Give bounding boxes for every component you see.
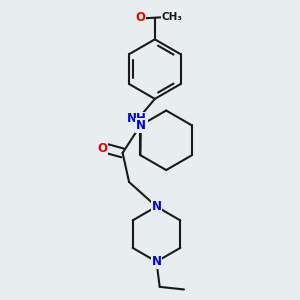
- Text: N: N: [152, 200, 161, 213]
- Text: O: O: [97, 142, 107, 154]
- Text: CH₃: CH₃: [161, 12, 182, 22]
- Text: N: N: [135, 119, 146, 132]
- Text: N: N: [152, 255, 161, 268]
- Text: NH: NH: [127, 112, 147, 125]
- Text: O: O: [135, 11, 145, 24]
